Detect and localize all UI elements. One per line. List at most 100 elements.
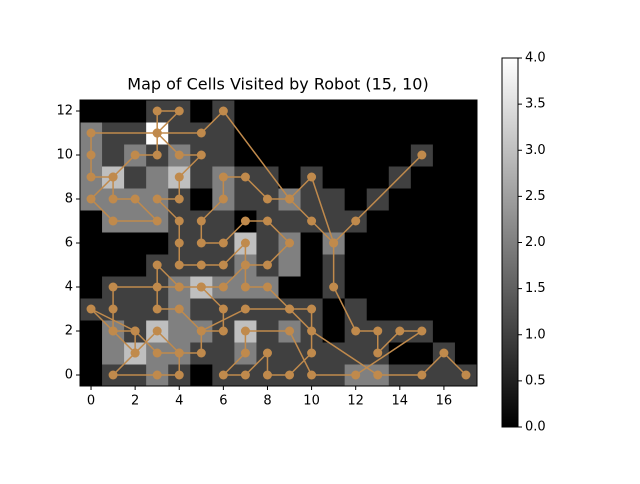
heat-cell bbox=[322, 122, 346, 145]
path-point bbox=[307, 172, 317, 182]
path-point bbox=[174, 348, 184, 358]
heat-cell bbox=[256, 122, 279, 145]
heat-cell bbox=[344, 100, 368, 123]
path-point bbox=[174, 194, 184, 204]
heat-cell bbox=[366, 210, 390, 233]
heat-cell bbox=[300, 100, 324, 123]
path-point bbox=[351, 370, 361, 380]
path-point bbox=[240, 370, 250, 380]
path-point bbox=[329, 238, 339, 248]
heat-cell bbox=[278, 210, 302, 233]
heat-cell bbox=[410, 188, 434, 211]
heat-cell bbox=[366, 166, 390, 189]
heat-cell bbox=[432, 144, 456, 167]
y-tick-label: 8 bbox=[65, 192, 73, 207]
heat-cell bbox=[366, 298, 390, 321]
heat-cell bbox=[432, 122, 456, 145]
path-point bbox=[240, 216, 250, 226]
heat-cell bbox=[410, 298, 434, 321]
heat-cell bbox=[410, 232, 434, 255]
heat-cell bbox=[432, 100, 456, 123]
y-tick-label: 4 bbox=[65, 280, 73, 295]
heat-cell bbox=[322, 188, 346, 211]
path-point bbox=[108, 282, 118, 292]
path-point bbox=[174, 216, 184, 226]
heat-cell bbox=[234, 122, 257, 145]
heat-cell bbox=[190, 298, 213, 321]
path-point bbox=[240, 172, 250, 182]
path-point bbox=[218, 260, 228, 270]
heat-cell bbox=[80, 210, 103, 233]
path-point bbox=[373, 326, 383, 336]
heat-cell bbox=[300, 232, 324, 255]
colorbar-tick-label: 4.0 bbox=[525, 51, 546, 66]
path-point bbox=[262, 282, 272, 292]
heat-cell bbox=[256, 232, 279, 255]
path-point bbox=[174, 260, 184, 270]
path-point bbox=[373, 348, 383, 358]
path-point bbox=[152, 282, 162, 292]
y-tick-label: 10 bbox=[56, 148, 73, 163]
path-point bbox=[351, 326, 361, 336]
path-point bbox=[351, 216, 361, 226]
heat-cell bbox=[432, 254, 456, 277]
heat-cell bbox=[190, 166, 213, 189]
heat-cell bbox=[102, 254, 125, 277]
y-tick-label: 12 bbox=[56, 104, 73, 119]
path-point bbox=[218, 172, 228, 182]
heat-cell bbox=[344, 254, 368, 277]
heat-cell bbox=[278, 166, 302, 189]
heat-cell bbox=[168, 320, 191, 343]
heat-cell bbox=[388, 100, 412, 123]
path-point bbox=[174, 106, 184, 116]
path-point bbox=[86, 194, 96, 204]
path-point bbox=[262, 348, 272, 358]
path-point bbox=[218, 326, 228, 336]
path-point bbox=[196, 282, 206, 292]
path-point bbox=[218, 282, 228, 292]
heat-cell bbox=[432, 210, 456, 233]
heat-cell bbox=[410, 210, 434, 233]
heat-cell bbox=[366, 100, 390, 123]
heat-cell bbox=[124, 232, 147, 255]
heat-cell bbox=[388, 276, 412, 299]
path-point bbox=[196, 348, 206, 358]
heat-cell bbox=[454, 122, 478, 145]
x-tick-label: 10 bbox=[303, 394, 320, 409]
heat-cell bbox=[80, 276, 103, 299]
path-point bbox=[196, 326, 206, 336]
heat-cell bbox=[278, 342, 302, 365]
path-point bbox=[439, 348, 449, 358]
heat-cell bbox=[102, 100, 125, 123]
heat-cell bbox=[432, 276, 456, 299]
path-point bbox=[152, 370, 162, 380]
x-tick-label: 2 bbox=[131, 394, 139, 409]
heat-cell bbox=[388, 254, 412, 277]
x-tick-label: 16 bbox=[436, 394, 453, 409]
path-point bbox=[174, 370, 184, 380]
y-tick-label: 6 bbox=[65, 236, 73, 251]
heat-cell bbox=[454, 144, 478, 167]
heat-cell bbox=[344, 342, 368, 365]
path-point bbox=[307, 216, 317, 226]
colorbar-tick-label: 3.5 bbox=[525, 97, 546, 112]
path-point bbox=[130, 150, 140, 160]
heat-cell bbox=[190, 364, 213, 387]
colorbar-tick-label: 0.0 bbox=[525, 420, 546, 435]
x-tick-label: 4 bbox=[175, 394, 183, 409]
path-point bbox=[196, 150, 206, 160]
heat-cell bbox=[124, 166, 147, 189]
heat-cell bbox=[410, 254, 434, 277]
path-point bbox=[130, 326, 140, 336]
path-point bbox=[108, 194, 118, 204]
heat-cell bbox=[432, 298, 456, 321]
heat-cell bbox=[278, 122, 302, 145]
path-point bbox=[285, 238, 295, 248]
heat-cell bbox=[454, 298, 478, 321]
heat-cell bbox=[454, 100, 478, 123]
path-point bbox=[108, 216, 118, 226]
path-point bbox=[461, 370, 471, 380]
heat-cell bbox=[344, 276, 368, 299]
path-point bbox=[240, 282, 250, 292]
heat-cell bbox=[366, 144, 390, 167]
